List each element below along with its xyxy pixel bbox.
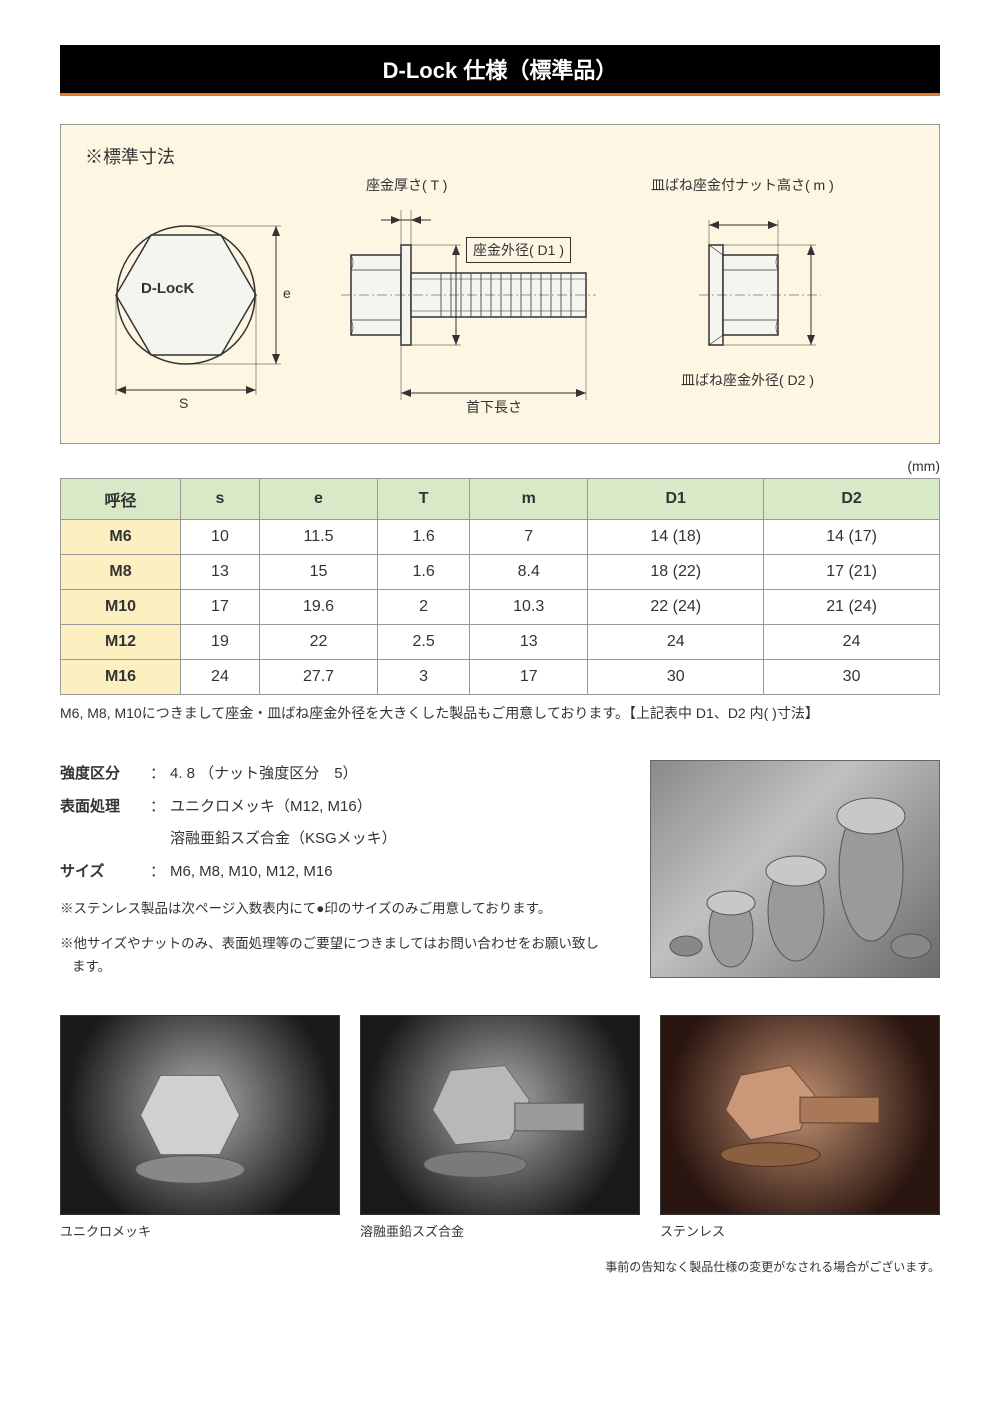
table-cell: M16 <box>61 660 181 695</box>
col-e: e <box>259 479 377 520</box>
table-cell: 17 (21) <box>764 555 940 590</box>
col-m: m <box>470 479 588 520</box>
dim-t: 座金厚さ( T ) <box>366 175 447 195</box>
bolts-group-icon <box>651 761 941 979</box>
product-photo-main <box>650 760 940 978</box>
table-row: M1219222.5132424 <box>61 625 940 660</box>
table-cell: M12 <box>61 625 181 660</box>
surface-value-2: 溶融亜鉛スズ合金（KSGメッキ） <box>170 825 397 854</box>
diagram-heading: ※標準寸法 <box>85 143 915 169</box>
table-cell: 2.5 <box>378 625 470 660</box>
table-cell: 1.6 <box>378 520 470 555</box>
table-cell: 3 <box>378 660 470 695</box>
table-cell: 8.4 <box>470 555 588 590</box>
diagram-area: D-LocK e S <box>91 175 909 423</box>
table-cell: 1.6 <box>378 555 470 590</box>
table-cell: 19.6 <box>259 590 377 625</box>
disclaimer: 事前の告知なく製品仕様の変更がなされる場合がございます。 <box>60 1258 940 1275</box>
nut-side-view: 皿ばね座金付ナット高さ( m ) 皿ばね座金外径( D2 ) <box>661 175 871 420</box>
bolt-icon <box>61 1016 339 1214</box>
dim-e: e <box>283 285 291 301</box>
bolt-side-view: 座金厚さ( T ) 座金外径( D1 ) 首下長さ <box>341 175 611 420</box>
size-value: M6, M8, M10, M12, M16 <box>170 858 333 887</box>
table-cell: 24 <box>588 625 764 660</box>
table-cell: 15 <box>259 555 377 590</box>
table-cell: 24 <box>181 660 260 695</box>
dim-d2: 皿ばね座金外径( D2 ) <box>681 370 814 390</box>
spec-table: 呼径 s e T m D1 D2 M61011.51.6714 (18)14 (… <box>60 478 940 695</box>
table-cell: 30 <box>764 660 940 695</box>
col-s: s <box>181 479 260 520</box>
surface-label: 表面処理 <box>60 793 150 822</box>
strength-value: 4. 8 （ナット強度区分 5） <box>170 760 358 789</box>
bolt-icon <box>361 1016 639 1214</box>
table-cell: 11.5 <box>259 520 377 555</box>
bolt-side-svg <box>341 175 611 415</box>
details-text: 強度区分 ： 4. 8 （ナット強度区分 5） 表面処理 ： ユニクロメッキ（M… <box>60 760 610 979</box>
gallery-photo-2 <box>360 1015 640 1215</box>
gallery-caption-2: 溶融亜鉛スズ合金 <box>360 1221 640 1240</box>
table-cell: 14 (18) <box>588 520 764 555</box>
gallery-item-3: ステンレス <box>660 1015 940 1240</box>
gallery-caption-1: ユニクロメッキ <box>60 1221 340 1240</box>
title-bar: D-Lock 仕様（標準品） <box>60 45 940 96</box>
table-cell: 24 <box>764 625 940 660</box>
table-cell: M8 <box>61 555 181 590</box>
dim-underhead: 首下長さ <box>466 397 522 417</box>
table-row: M813151.68.418 (22)17 (21) <box>61 555 940 590</box>
col-name: 呼径 <box>61 479 181 520</box>
table-cell: 17 <box>181 590 260 625</box>
table-row: M101719.6210.322 (24)21 (24) <box>61 590 940 625</box>
table-cell: 30 <box>588 660 764 695</box>
table-cell: 18 (22) <box>588 555 764 590</box>
detail-note-1: ※ステンレス製品は次ページ入数表内にて●印のサイズのみご用意しております。 <box>60 898 610 921</box>
details-block: 強度区分 ： 4. 8 （ナット強度区分 5） 表面処理 ： ユニクロメッキ（M… <box>60 760 940 979</box>
page-title: D-Lock 仕様（標準品） <box>60 53 940 85</box>
gallery-caption-3: ステンレス <box>660 1221 940 1240</box>
unit-label: (mm) <box>60 458 940 474</box>
gallery-item-2: 溶融亜鉛スズ合金 <box>360 1015 640 1240</box>
table-cell: 13 <box>181 555 260 590</box>
bolt-icon <box>661 1016 939 1214</box>
table-cell: 10.3 <box>470 590 588 625</box>
size-label: サイズ <box>60 858 150 887</box>
col-d2: D2 <box>764 479 940 520</box>
dim-s: S <box>179 395 188 411</box>
gallery-item-1: ユニクロメッキ <box>60 1015 340 1240</box>
table-cell: 2 <box>378 590 470 625</box>
table-cell: 21 (24) <box>764 590 940 625</box>
hex-front-view: D-LocK e S <box>91 195 291 410</box>
table-cell: 27.7 <box>259 660 377 695</box>
table-row: M61011.51.6714 (18)14 (17) <box>61 520 940 555</box>
gallery-photo-3 <box>660 1015 940 1215</box>
table-cell: 17 <box>470 660 588 695</box>
dim-m: 皿ばね座金付ナット高さ( m ) <box>651 175 834 195</box>
table-cell: 19 <box>181 625 260 660</box>
gallery: ユニクロメッキ 溶融亜鉛スズ合金 ステンレス <box>60 1015 940 1240</box>
strength-label: 強度区分 <box>60 760 150 789</box>
detail-note-2: ※他サイズやナットのみ、表面処理等のご要望につきましてはお問い合わせをお願い致し… <box>60 933 610 979</box>
table-row: M162427.73173030 <box>61 660 940 695</box>
table-header-row: 呼径 s e T m D1 D2 <box>61 479 940 520</box>
table-cell: 10 <box>181 520 260 555</box>
col-d1: D1 <box>588 479 764 520</box>
table-cell: M10 <box>61 590 181 625</box>
gallery-photo-1 <box>60 1015 340 1215</box>
table-cell: 14 (17) <box>764 520 940 555</box>
col-t: T <box>378 479 470 520</box>
table-cell: 22 <box>259 625 377 660</box>
brand-label: D-LocK <box>141 280 194 297</box>
diagram-box: ※標準寸法 D-LocK <box>60 124 940 444</box>
surface-value-1: ユニクロメッキ（M12, M16） <box>170 793 372 822</box>
table-note: M6, M8, M10につきまして座金・皿ばね座金外径を大きくした製品もご用意し… <box>60 703 940 724</box>
dim-d1: 座金外径( D1 ) <box>466 237 571 263</box>
table-cell: 13 <box>470 625 588 660</box>
hex-front-svg <box>91 195 291 405</box>
table-cell: 22 (24) <box>588 590 764 625</box>
table-cell: 7 <box>470 520 588 555</box>
table-cell: M6 <box>61 520 181 555</box>
